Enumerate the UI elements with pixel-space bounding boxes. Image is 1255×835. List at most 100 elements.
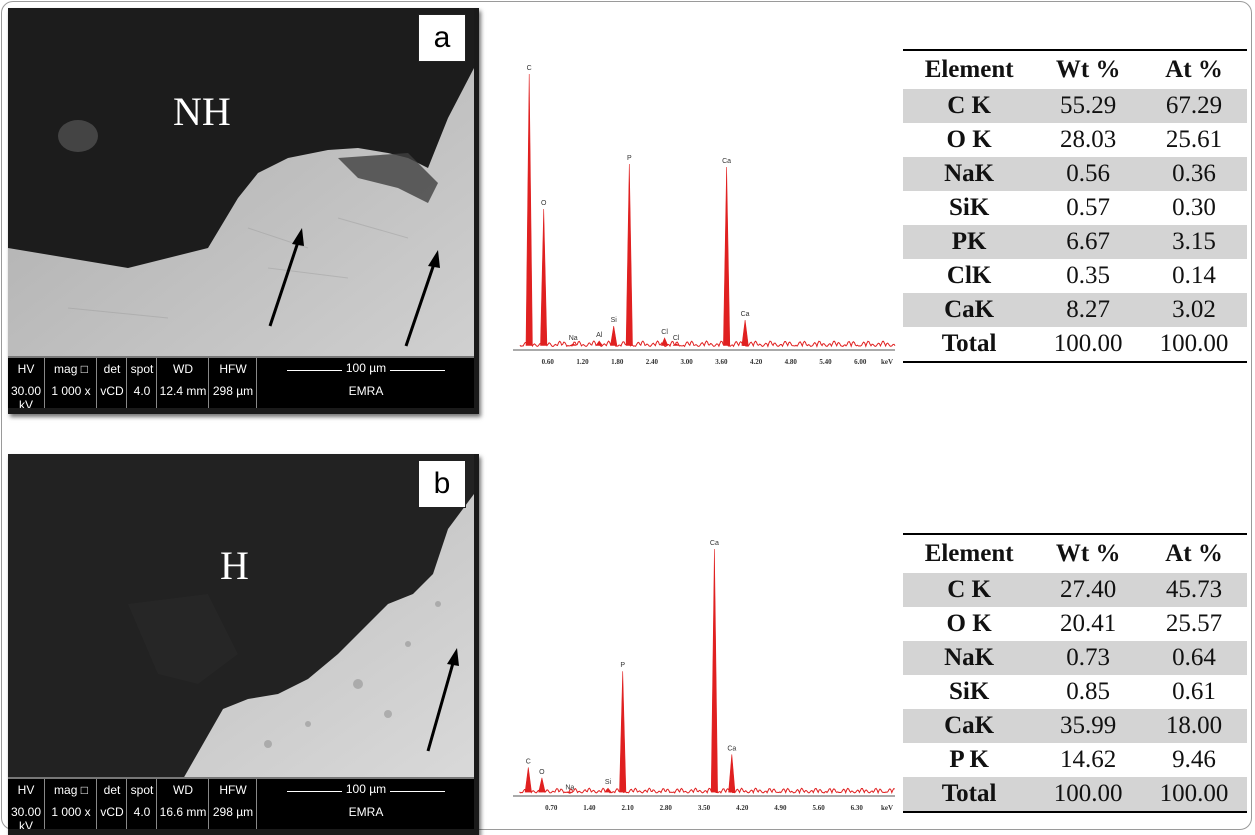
col-at: At % — [1165, 56, 1223, 83]
sem-micrograph-a: a NH HV 30.00 kV mag □ 1 000 x det vCD spot… — [8, 8, 479, 414]
spectrum-peak — [728, 754, 736, 793]
databar-scale: 100 µm EMRA — [256, 358, 474, 408]
table-row-total: Total 100.00 100.00 — [903, 327, 1247, 362]
table-row: CaK 8.27 3.02 — [903, 293, 1247, 327]
panel-a: a NH HV 30.00 kV mag □ 1 000 x det vCD spot… — [0, 0, 1255, 414]
peak-label: Na — [569, 335, 578, 342]
x-tick-label: 3.60 — [715, 358, 728, 366]
peak-label: Na — [565, 784, 574, 791]
panel-b: b H HV 30.00 kV mag □ 1 000 x det vCD spot 4… — [0, 446, 1255, 835]
spectrum-peak — [625, 163, 633, 346]
table-row: P K 14.62 9.46 — [949, 746, 1216, 773]
panel-letter-a: a — [418, 14, 466, 62]
x-tick-label: 2.40 — [646, 358, 659, 366]
sem-databar-b: HV 30.00 kV mag □ 1 000 x det vCD spot 4.0 W… — [8, 777, 474, 829]
spectrum-peak — [710, 548, 718, 793]
spectrum-peak — [595, 340, 603, 346]
x-tick-label: 3.50 — [698, 804, 711, 812]
panel-letter-b: b — [418, 460, 466, 508]
spectrum-peak — [619, 671, 627, 793]
col-element: Element — [924, 56, 1014, 83]
table-row: NaK 0.56 0.36 — [903, 157, 1247, 191]
x-tick-label: 1.80 — [611, 358, 624, 366]
spectrum-baseline — [519, 787, 896, 795]
peak-label: Ca — [727, 745, 736, 752]
databar-spot: spot 4.0 — [126, 358, 157, 408]
table-row: SiK 0.57 0.30 — [948, 194, 1216, 221]
eds-spectrum-a: C O Na Al Si P Cl Cl Ca Ca 0.60 1.20 1.80 2.40 3.00 3.6… — [485, 30, 905, 380]
table-row: C K 55.29 67.29 — [903, 89, 1247, 123]
table-row: CaK 35.99 18.00 — [903, 709, 1247, 743]
peak-label: O — [541, 200, 547, 207]
col-wt: Wt % — [1055, 540, 1121, 567]
table-row: NaK 0.73 0.64 — [903, 641, 1247, 675]
peak-label: P — [620, 662, 625, 669]
sem-micrograph-b: b H HV 30.00 kV mag □ 1 000 x det vCD spot 4… — [8, 454, 479, 835]
table-row: SiK 0.85 0.61 — [948, 678, 1216, 705]
lab-label-a: EMRA — [348, 384, 384, 398]
x-tick-label: 6.30 — [851, 804, 864, 812]
databar-det: det vCD — [96, 779, 127, 829]
peak-label: Al — [596, 332, 603, 339]
peak-label: Ca — [741, 311, 750, 318]
peak-label: Ca — [710, 540, 719, 547]
composition-table-a: Element Wt % At % C K 55.29 67.29 O K 28.03… — [903, 49, 1247, 363]
table-row: O K 20.41 25.57 — [946, 610, 1223, 637]
x-tick-label: 4.20 — [736, 804, 749, 812]
peak-label: Si — [611, 317, 618, 324]
x-axis-label: keV — [881, 804, 893, 812]
spectrum-peak — [524, 767, 532, 793]
sem-region-label-b: H — [220, 543, 249, 588]
databar-scale: 100 µm EMRA — [256, 779, 474, 829]
databar-spot: spot 4.0 — [126, 779, 157, 829]
databar-mag: mag □ 1 000 x — [44, 779, 97, 829]
composition-table-b: Element Wt % At % C K 27.40 45.73 O K 20.41… — [903, 533, 1247, 813]
peak-label: Cl — [673, 335, 680, 342]
scale-bar-label-b: 100 µm — [341, 782, 391, 796]
sem-image-a — [8, 8, 474, 358]
databar-det: det vCD — [96, 358, 127, 408]
databar-hfw: HFW 298 µm — [208, 779, 257, 829]
x-tick-label: 0.70 — [545, 804, 558, 812]
x-tick-label: 1.40 — [583, 804, 596, 812]
x-tick-label: 4.20 — [750, 358, 763, 366]
peak-label: Cl — [661, 329, 668, 336]
databar-hv: HV 30.00 kV — [10, 783, 42, 833]
table-row: C K 27.40 45.73 — [903, 573, 1247, 607]
spectrum-baseline — [519, 340, 896, 348]
peak-label: C — [527, 65, 532, 72]
x-tick-label: 4.90 — [774, 804, 787, 812]
spectrum-peak — [525, 73, 533, 346]
peak-label: P — [627, 155, 632, 162]
x-tick-label: 5.60 — [812, 804, 825, 812]
databar-wd: WD 12.4 mm — [156, 358, 209, 408]
spectrum-peak — [723, 166, 731, 346]
spectrum-peak — [538, 777, 546, 793]
peak-label: O — [539, 769, 545, 776]
spectrum-peak — [604, 787, 612, 793]
spectrum-peak — [569, 343, 577, 346]
table-row: O K 28.03 25.61 — [946, 126, 1223, 153]
x-tick-label: 4.80 — [785, 358, 798, 366]
sem-databar-a: HV 30.00 kV mag □ 1 000 x det vCD spot 4.0 W… — [8, 356, 474, 408]
x-tick-label: 3.00 — [680, 358, 693, 366]
peak-label: C — [526, 758, 531, 765]
databar-wd: WD 16.6 mm — [156, 779, 209, 829]
x-tick-label: 2.80 — [660, 804, 673, 812]
table-row: ClK 0.35 0.14 — [946, 262, 1216, 289]
table-row-total: Total 100.00 100.00 — [903, 777, 1247, 812]
x-tick-label: 6.00 — [854, 358, 867, 366]
peak-label: Ca — [722, 158, 731, 165]
eds-spectrum-b: C O Na Si P Ca Ca 0.70 1.40 2.10 2.80 3.50 4.20 4.90 5… — [485, 516, 905, 826]
scale-bar-label-a: 100 µm — [341, 361, 391, 375]
x-tick-label: 5.40 — [819, 358, 832, 366]
peak-label: Si — [605, 779, 612, 786]
spectrum-peak — [660, 337, 669, 346]
sem-image-b — [8, 454, 474, 779]
x-tick-label: 0.60 — [542, 358, 555, 366]
spectrum-peak — [566, 791, 574, 794]
col-at: At % — [1165, 540, 1223, 567]
databar-mag: mag □ 1 000 x — [44, 358, 97, 408]
x-axis-label: keV — [881, 358, 893, 366]
